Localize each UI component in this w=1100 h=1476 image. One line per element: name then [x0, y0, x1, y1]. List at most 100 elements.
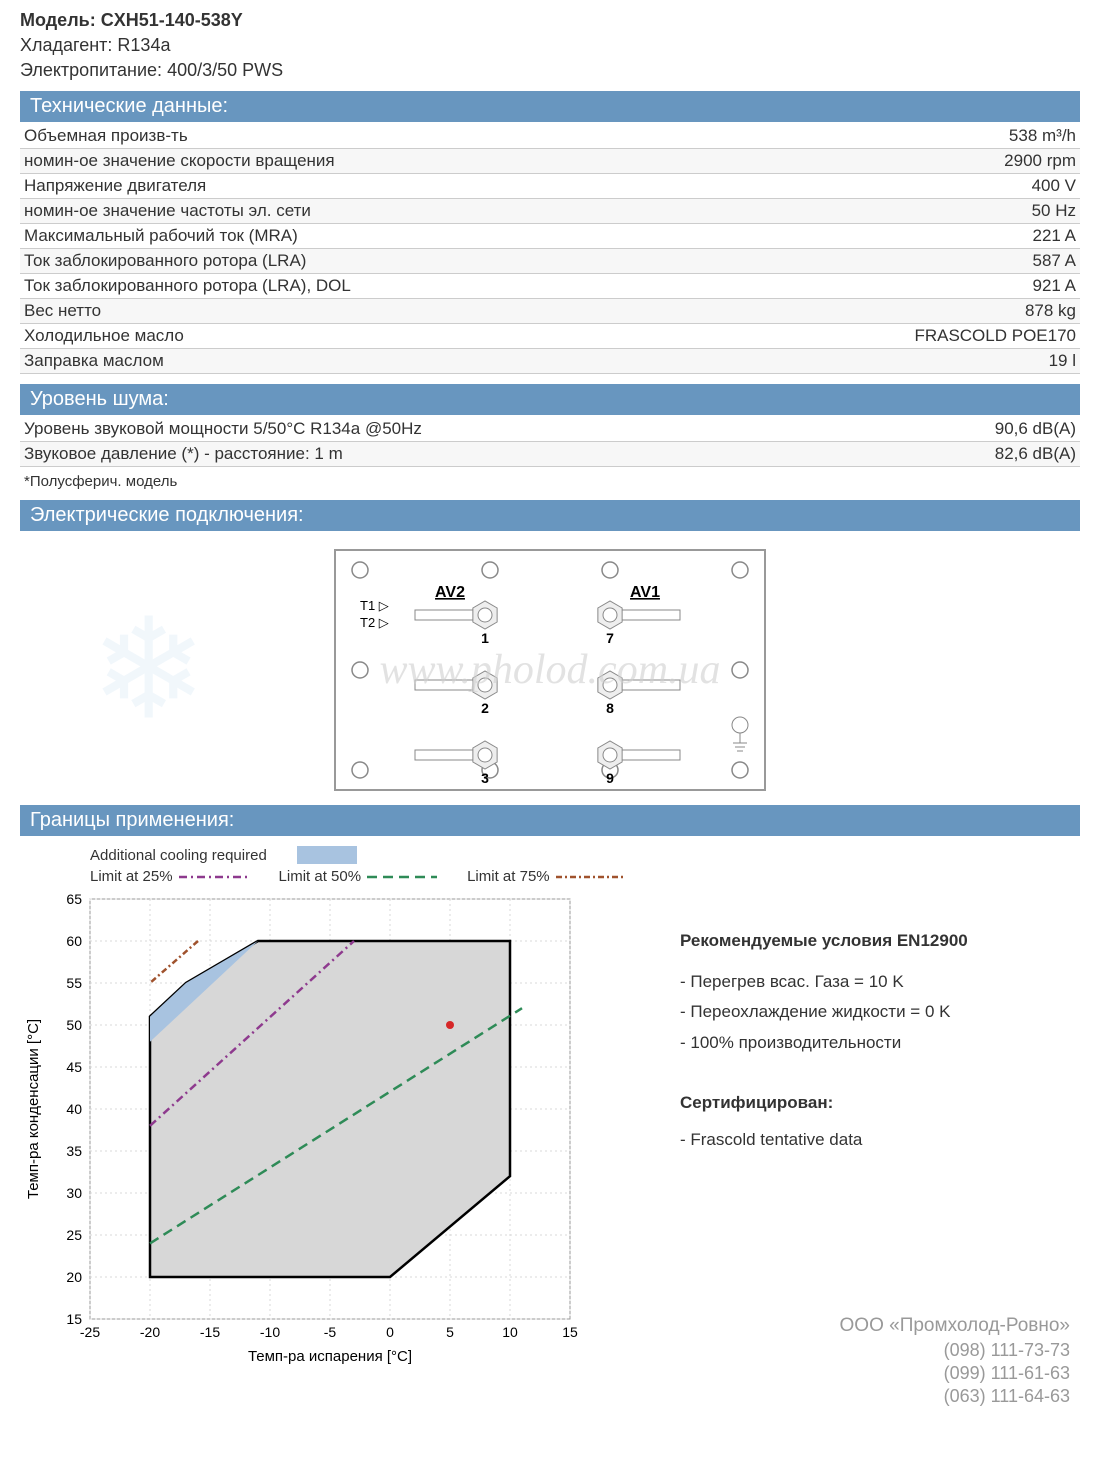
table-row: Холодильное масло FRASCOLD POE170 — [20, 324, 1080, 349]
refrigerant-line: Хладагент: R134a — [20, 35, 1080, 56]
side-info: Рекомендуемые условия EN12900 - Перегрев… — [680, 846, 1080, 1374]
svg-text:65: 65 — [66, 891, 82, 907]
legend-row-1: Additional cooling required — [90, 846, 660, 864]
table-row: номин-ое значение скорости вращения 2900 … — [20, 149, 1080, 174]
row-label: Ток заблокированного ротора (LRA) — [24, 251, 306, 271]
row-label: Объемная произв-ть — [24, 126, 188, 146]
table-row: Объемная произв-ть 538 m³/h — [20, 124, 1080, 149]
section-limits: Границы применения: — [20, 805, 1080, 836]
svg-text:AV2: AV2 — [435, 584, 465, 601]
terminal-diagram-wrap: ❄ T1 ▷T2 ▷1AV27AV12839 www.pholod.com.ua — [20, 545, 1080, 795]
row-value: 538 m³/h — [1009, 126, 1076, 146]
table-row: Вес нетто 878 kg — [20, 299, 1080, 324]
legend-cool-label: Additional cooling required — [90, 847, 267, 864]
svg-text:1: 1 — [481, 630, 489, 646]
legend-row-2: Limit at 25% Limit at 50% Limit at 75% — [90, 868, 660, 885]
table-row: номин-ое значение частоты эл. сети 50 Hz — [20, 199, 1080, 224]
legend-item: Limit at 75% — [467, 868, 626, 885]
legend-label: Limit at 50% — [279, 868, 362, 885]
row-label: Вес нетто — [24, 301, 101, 321]
side-info-line: - Перегрев всас. Газа = 10 K — [680, 967, 1080, 998]
svg-text:20: 20 — [66, 1269, 82, 1285]
side-info-line: - 100% производительности — [680, 1028, 1080, 1059]
side-info-line: - Переохлаждение жидкости = 0 K — [680, 997, 1080, 1028]
refrigerant-label: Хладагент: — [20, 35, 112, 55]
svg-text:45: 45 — [66, 1059, 82, 1075]
row-value: 221 A — [1033, 226, 1077, 246]
svg-text:60: 60 — [66, 933, 82, 949]
legend-item: Limit at 25% — [90, 868, 249, 885]
svg-text:35: 35 — [66, 1143, 82, 1159]
svg-text:T1 ▷: T1 ▷ — [360, 598, 389, 613]
refrigerant-value: R134a — [117, 35, 170, 55]
svg-text:40: 40 — [66, 1101, 82, 1117]
model-value: CXH51-140-538Y — [101, 10, 243, 30]
svg-text:8: 8 — [606, 700, 614, 716]
application-limits-chart: -25-20-15-10-505101515202530354045505560… — [20, 889, 580, 1369]
row-label: Ток заблокированного ротора (LRA), DOL — [24, 276, 351, 296]
chart-area: Additional cooling required Limit at 25%… — [20, 846, 660, 1374]
row-value: 2900 rpm — [1004, 151, 1076, 171]
table-row: Заправка маслом 19 l — [20, 349, 1080, 374]
footer-company: ООО «Промхолод-Ровно» — [20, 1314, 1070, 1339]
table-row: Максимальный рабочий ток (MRA) 221 A — [20, 224, 1080, 249]
svg-text:7: 7 — [606, 630, 614, 646]
noise-table: Уровень звуковой мощности 5/50°C R134a @… — [20, 417, 1080, 467]
model-label: Модель: — [20, 10, 96, 30]
row-label: Заправка маслом — [24, 351, 164, 371]
cert-title: Сертифицирован: — [680, 1088, 1080, 1119]
legend-label: Limit at 25% — [90, 868, 173, 885]
svg-text:25: 25 — [66, 1227, 82, 1243]
svg-text:T2 ▷: T2 ▷ — [360, 615, 389, 630]
row-value: 82,6 dB(A) — [995, 444, 1076, 464]
row-label: Уровень звуковой мощности 5/50°C R134a @… — [24, 419, 422, 439]
snowflake-icon: ❄ — [90, 589, 207, 752]
row-label: Максимальный рабочий ток (MRA) — [24, 226, 298, 246]
section-noise: Уровень шума: — [20, 384, 1080, 415]
footer-contact: ООО «Промхолод-Ровно» (098) 111-73-73(09… — [20, 1314, 1080, 1409]
row-value: 878 kg — [1025, 301, 1076, 321]
footer-phones: (098) 111-73-73(099) 111-61-63(063) 111-… — [20, 1339, 1070, 1409]
noise-footnote: *Полусферич. модель — [20, 473, 1080, 490]
power-label: Электропитание: — [20, 60, 162, 80]
power-value: 400/3/50 PWS — [167, 60, 283, 80]
svg-text:3: 3 — [481, 770, 489, 786]
footer-phone: (099) 111-61-63 — [20, 1362, 1070, 1385]
svg-text:AV1: AV1 — [630, 584, 660, 601]
svg-text:Темп-ра конденсации [°C]: Темп-ра конденсации [°C] — [25, 1019, 42, 1199]
row-label: номин-ое значение частоты эл. сети — [24, 201, 311, 221]
model-line: Модель: CXH51-140-538Y — [20, 10, 1080, 31]
table-row: Уровень звуковой мощности 5/50°C R134a @… — [20, 417, 1080, 442]
row-value: 19 l — [1049, 351, 1076, 371]
cert-line: - Frascold tentative data — [680, 1125, 1080, 1156]
svg-text:30: 30 — [66, 1185, 82, 1201]
row-label: Напряжение двигателя — [24, 176, 206, 196]
section-connections: Электрические подключения: — [20, 500, 1080, 531]
legend-cool-swatch-wrap — [297, 846, 357, 864]
table-row: Ток заблокированного ротора (LRA), DOL 92… — [20, 274, 1080, 299]
legend-label: Limit at 75% — [467, 868, 550, 885]
row-value: 50 Hz — [1032, 201, 1076, 221]
side-info-lines: - Перегрев всас. Газа = 10 K- Переохлажд… — [680, 967, 1080, 1059]
row-value: FRASCOLD POE170 — [914, 326, 1076, 346]
row-value: 90,6 dB(A) — [995, 419, 1076, 439]
row-label: Холодильное масло — [24, 326, 184, 346]
legend-item: Limit at 50% — [279, 868, 438, 885]
terminal-diagram: T1 ▷T2 ▷1AV27AV12839 — [330, 545, 770, 795]
table-row: Напряжение двигателя400 V — [20, 174, 1080, 199]
side-info-title: Рекомендуемые условия EN12900 — [680, 926, 1080, 957]
legend-cool-swatch — [297, 846, 357, 864]
svg-text:55: 55 — [66, 975, 82, 991]
footer-phone: (063) 111-64-63 — [20, 1385, 1070, 1408]
row-value: 921 A — [1033, 276, 1077, 296]
row-label: Звуковое давление (*) - расстояние: 1 m — [24, 444, 343, 464]
legend-additional-cooling: Additional cooling required — [90, 847, 267, 864]
row-label: номин-ое значение скорости вращения — [24, 151, 335, 171]
section-tech-data: Технические данные: — [20, 91, 1080, 122]
svg-text:9: 9 — [606, 770, 614, 786]
chart-section: Additional cooling required Limit at 25%… — [20, 846, 1080, 1374]
footer-phone: (098) 111-73-73 — [20, 1339, 1070, 1362]
tech-data-table: Объемная произв-ть 538 m³/h номин-ое значе… — [20, 124, 1080, 374]
power-line: Электропитание: 400/3/50 PWS — [20, 60, 1080, 81]
table-row: Ток заблокированного ротора (LRA)587 A — [20, 249, 1080, 274]
